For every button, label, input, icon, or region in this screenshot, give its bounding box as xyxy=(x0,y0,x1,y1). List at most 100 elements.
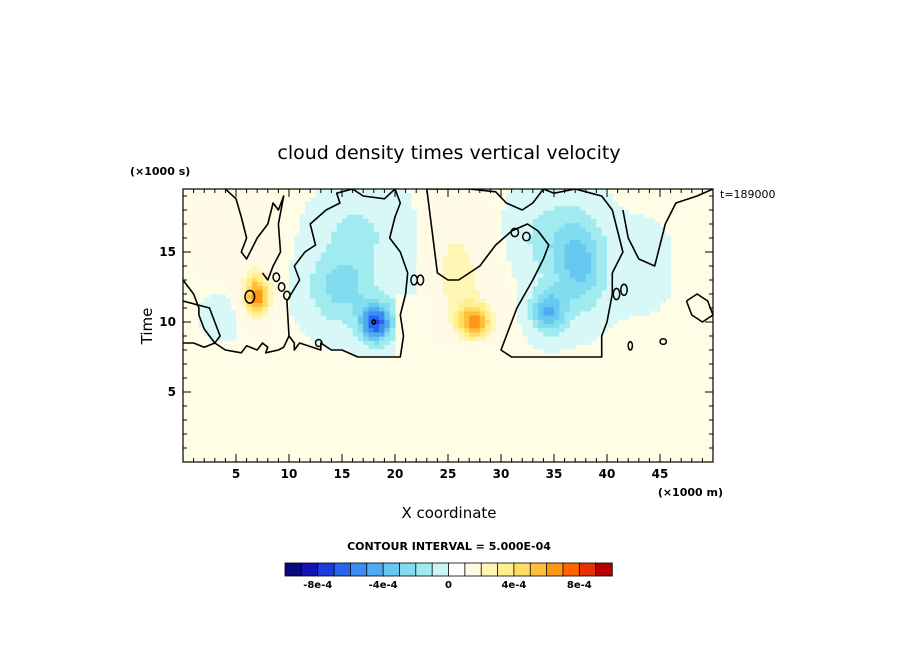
heatmap-cell xyxy=(580,306,587,312)
heatmap-cell xyxy=(426,273,433,278)
heatmap-cell xyxy=(326,277,332,282)
heatmap-cell xyxy=(501,319,507,324)
heatmap-cell xyxy=(665,294,672,299)
heatmap-cell xyxy=(389,315,396,320)
heatmap-cell xyxy=(220,260,226,266)
heatmap-cell xyxy=(532,205,539,211)
heatmap-cell xyxy=(304,260,311,266)
heatmap-cell xyxy=(532,277,539,282)
heatmap-cell xyxy=(204,252,211,257)
heatmap-cell xyxy=(310,214,317,219)
heatmap-cell xyxy=(347,285,354,291)
heatmap-cell xyxy=(304,310,311,316)
heatmap-cell xyxy=(569,247,576,253)
heatmap-cell xyxy=(660,285,666,291)
heatmap-cell xyxy=(432,214,438,219)
heatmap-cell xyxy=(220,243,226,249)
heatmap-cell xyxy=(437,298,444,303)
heatmap-cell xyxy=(511,247,518,253)
heatmap-cell xyxy=(479,336,486,341)
heatmap-cell xyxy=(214,189,221,194)
heatmap-cell xyxy=(527,336,534,341)
heatmap-cell xyxy=(485,214,491,219)
heatmap-cell xyxy=(379,264,385,270)
heatmap-cell xyxy=(357,256,364,261)
heatmap-cell xyxy=(347,193,354,198)
contour-loop xyxy=(620,283,628,297)
heatmap-cell xyxy=(580,201,587,207)
heatmap-cell xyxy=(580,340,587,345)
heatmap-cell xyxy=(299,243,306,249)
heatmap-cell xyxy=(575,222,582,228)
heatmap-cell xyxy=(622,231,629,236)
heatmap-cell xyxy=(479,256,486,261)
heatmap-cell xyxy=(373,315,380,320)
heatmap-cell xyxy=(326,235,332,240)
heatmap-cell xyxy=(368,298,375,303)
heatmap-cell xyxy=(368,252,375,257)
heatmap-cell xyxy=(389,252,396,257)
heatmap-cell xyxy=(654,277,661,282)
heatmap-cell xyxy=(410,252,417,257)
heatmap-cell xyxy=(230,231,237,236)
heatmap-cell xyxy=(527,294,534,299)
heatmap-cell xyxy=(569,189,576,194)
heatmap-cell xyxy=(559,231,566,236)
heatmap-cell xyxy=(548,239,555,245)
heatmap-cell xyxy=(564,243,571,249)
heatmap-cell xyxy=(596,315,603,320)
heatmap-cell xyxy=(331,268,338,274)
heatmap-cell xyxy=(357,243,364,249)
heatmap-cell xyxy=(564,218,571,224)
heatmap-cell xyxy=(225,243,232,249)
heatmap-cell xyxy=(516,319,523,324)
heatmap-cell xyxy=(188,235,195,240)
heatmap-cell xyxy=(299,222,306,228)
contour-loop xyxy=(371,319,377,325)
heatmap-cell xyxy=(591,260,597,266)
heatmap-cell xyxy=(543,264,550,270)
heatmap-cell xyxy=(569,336,576,341)
heatmap-cell xyxy=(342,243,348,249)
heatmap-cell xyxy=(373,336,380,341)
heatmap-cell xyxy=(251,327,258,333)
heatmap-cell xyxy=(532,344,539,350)
heatmap-cell xyxy=(262,239,269,245)
heatmap-cell xyxy=(262,273,269,278)
heatmap-cell xyxy=(548,315,555,320)
heatmap-cell xyxy=(607,243,613,249)
heatmap-cell xyxy=(580,252,587,257)
heatmap-cell xyxy=(665,239,672,245)
heatmap-cell xyxy=(548,235,555,240)
heatmap-cell xyxy=(357,252,364,257)
heatmap-cell xyxy=(485,243,491,249)
heatmap-cell xyxy=(236,268,242,274)
heatmap-cell xyxy=(601,201,608,207)
heatmap-cell xyxy=(474,231,481,236)
heatmap-cell xyxy=(585,256,592,261)
heatmap-cell xyxy=(299,310,306,316)
heatmap-cell xyxy=(479,315,486,320)
heatmap-cell xyxy=(474,235,481,240)
heatmap-cell xyxy=(347,243,354,249)
heatmap-cell xyxy=(601,222,608,228)
heatmap-cell xyxy=(612,205,619,211)
heatmap-cell xyxy=(501,277,507,282)
heatmap-cell xyxy=(373,327,380,333)
heatmap-cell xyxy=(326,239,332,245)
heatmap-cell xyxy=(331,214,338,219)
heatmap-cell xyxy=(554,235,560,240)
heatmap-cell xyxy=(379,235,385,240)
heatmap-cell xyxy=(437,193,444,198)
heatmap-cell xyxy=(495,247,502,253)
heatmap-cell xyxy=(463,235,470,240)
x-tick-label: 30 xyxy=(493,467,510,481)
heatmap-cell xyxy=(479,189,486,194)
heatmap-cell xyxy=(395,226,401,232)
heatmap-cell xyxy=(559,222,566,228)
heatmap-cell xyxy=(400,189,407,194)
heatmap-cell xyxy=(395,260,401,266)
heatmap-cell xyxy=(384,189,391,194)
heatmap-cell xyxy=(495,264,502,270)
heatmap-cell xyxy=(559,235,566,240)
